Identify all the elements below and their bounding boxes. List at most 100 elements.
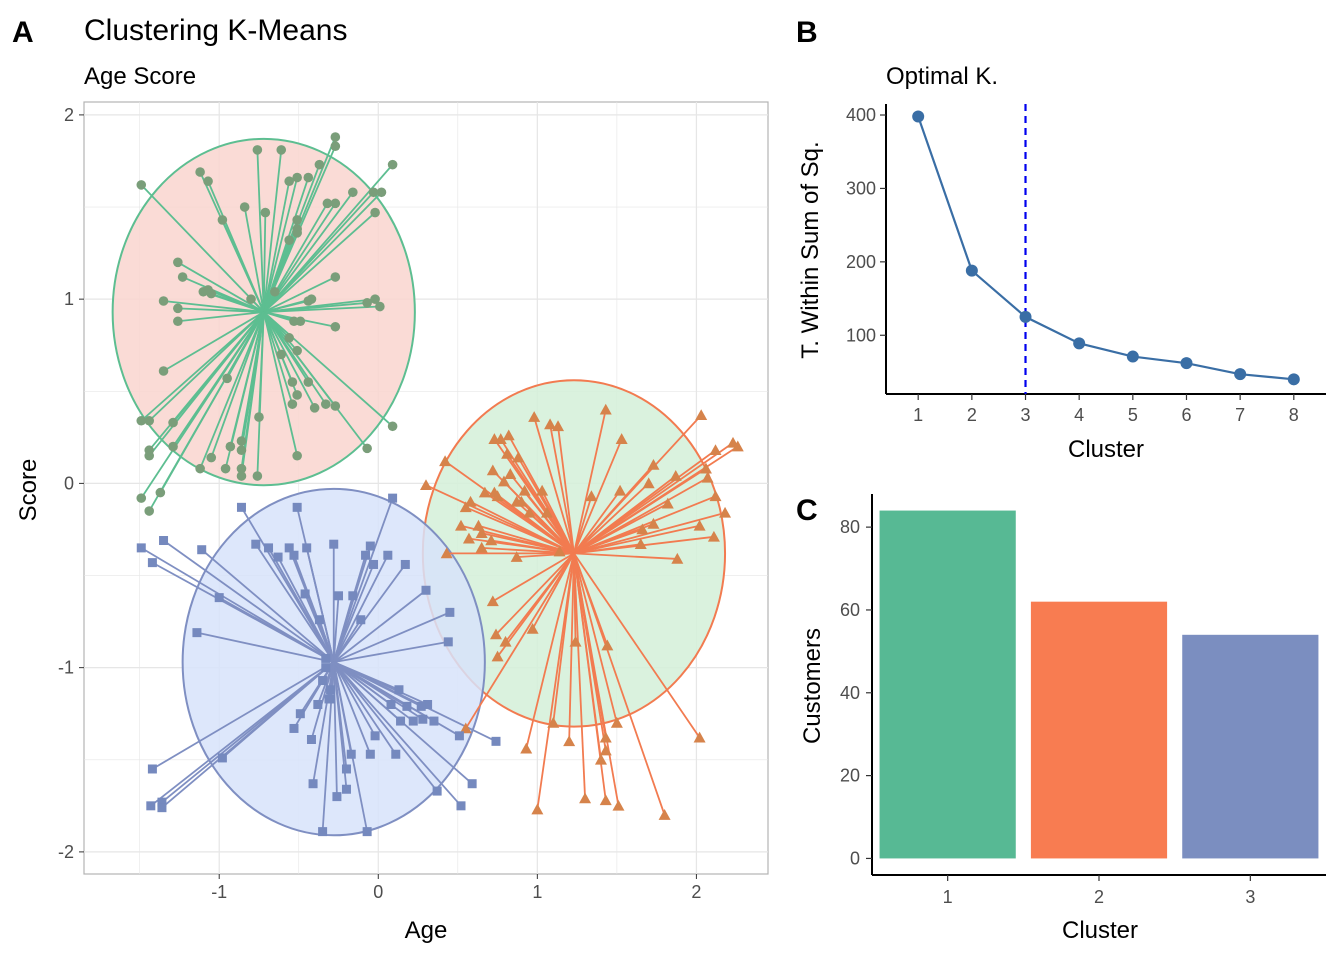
cluster-2-segment <box>573 553 620 806</box>
cluster-1-point <box>236 445 247 456</box>
cluster-2-point <box>494 433 507 444</box>
cluster-3-point <box>383 550 393 560</box>
cluster-2-point <box>693 519 706 531</box>
x-tick-label: 0 <box>373 882 383 902</box>
cluster-2-point <box>459 501 472 513</box>
cluster-3-point <box>388 493 398 503</box>
cluster-2-segment <box>573 409 607 554</box>
counts-y-tick-label: 20 <box>840 766 860 786</box>
cluster-3-point <box>236 502 246 512</box>
x-tick-label: 2 <box>691 882 701 902</box>
cluster-3-segment <box>332 662 338 797</box>
cluster-2-point <box>671 552 684 564</box>
cluster-2-segment <box>573 553 666 816</box>
cluster-2-point <box>695 409 708 421</box>
cluster-2-segment <box>528 512 575 555</box>
counts-y-tick-label: 40 <box>840 683 860 703</box>
cluster-2-segment <box>573 502 669 555</box>
cluster-2-segment <box>495 552 575 636</box>
cluster-1-point <box>195 167 205 177</box>
cluster-3-point <box>273 552 283 562</box>
cluster-3-point <box>318 676 328 686</box>
cluster-1-point <box>236 436 247 446</box>
counts-y-tick-label: 0 <box>850 848 860 868</box>
elbow-y-tick-label: 200 <box>846 252 876 272</box>
y-tick-label: 0 <box>64 473 74 493</box>
elbow-x-tick-label: 8 <box>1289 405 1299 425</box>
cluster-2-point <box>459 722 472 734</box>
cluster-3-segment <box>332 595 340 663</box>
cluster-3-segment <box>332 497 394 663</box>
cluster-1-point <box>348 187 358 198</box>
cluster-3-point <box>302 543 312 553</box>
cluster-3-point <box>365 541 375 551</box>
cluster-1-point <box>144 506 155 516</box>
cluster-1-point <box>320 399 331 409</box>
cluster-2-point <box>601 639 614 651</box>
cluster-3-point <box>467 779 477 789</box>
cluster-1-point <box>203 176 213 187</box>
cluster-2-point <box>612 799 625 811</box>
cluster-3-point <box>396 716 406 726</box>
cluster-3-segment <box>333 589 427 663</box>
cluster-2-point <box>699 462 712 474</box>
kmeans-scatter-plot: -1 0 1 2 -2 -1 0 1 2 <box>58 101 769 902</box>
cluster-1-segment <box>263 311 368 449</box>
cluster-1-point <box>195 463 205 474</box>
cluster-1-point <box>252 145 263 155</box>
elbow-series-line <box>917 116 1294 381</box>
cluster-1-point <box>144 415 155 426</box>
cluster-size-bar-chart: 1 2 3 0 20 40 60 80 <box>840 494 1326 907</box>
cluster-1-point <box>222 373 232 384</box>
cluster-2-segment <box>573 552 678 560</box>
cluster-1-segment <box>262 311 299 456</box>
cluster-3-point <box>192 628 202 638</box>
cluster-2-point <box>599 403 612 415</box>
cluster-2-point <box>599 731 612 743</box>
cluster-3-point <box>443 637 453 647</box>
cluster-2-segment <box>573 467 707 555</box>
cluster-2-point <box>510 551 523 562</box>
cluster-3-segment <box>333 661 414 722</box>
cluster-2-point <box>669 470 682 481</box>
cluster-1-point <box>173 316 183 327</box>
cluster-3-point <box>402 701 412 711</box>
cluster-2-segment <box>573 553 618 724</box>
elbow-x-tick-label: 6 <box>1181 405 1191 425</box>
cluster-1-point <box>155 487 166 498</box>
x-tick-label: 1 <box>532 882 542 902</box>
cluster-3-segment <box>333 661 460 737</box>
cluster-2-point <box>420 479 432 491</box>
cluster-3-point <box>318 827 328 837</box>
cluster-3-point <box>147 558 157 568</box>
cluster-1-point <box>220 463 231 474</box>
elbow-ticks: 1 2 3 4 5 6 7 8 100 200 300 400 <box>846 105 1299 425</box>
cluster-2-segment <box>573 524 700 555</box>
cluster-2-point <box>531 803 544 815</box>
cluster-1-point <box>287 399 298 409</box>
cluster-2-point <box>462 532 475 544</box>
cluster-1-segment <box>148 311 265 422</box>
cluster-2-point <box>502 429 515 441</box>
cluster-2-segment <box>517 457 575 554</box>
cluster-1-point <box>375 301 385 312</box>
cluster-1-point <box>368 187 379 198</box>
cluster-2-segment <box>497 495 575 555</box>
cluster-1-point <box>292 450 302 461</box>
cluster-3-point <box>197 545 207 555</box>
cluster-1-point <box>206 288 217 299</box>
cluster-1-point <box>370 294 380 304</box>
cluster-3-point <box>445 607 455 617</box>
cluster-2-point <box>544 418 557 430</box>
cluster-2-point <box>658 809 671 820</box>
cluster-2-point <box>504 468 517 479</box>
elbow-point <box>1234 368 1247 381</box>
cluster-1-point <box>217 215 228 225</box>
cluster-1-segment <box>256 312 265 477</box>
cluster-1-segment <box>263 191 375 313</box>
cluster-2-segment <box>496 552 575 658</box>
cluster-1-segment <box>263 300 309 313</box>
cluster-1-point <box>284 176 295 187</box>
cluster-1-point <box>292 228 302 238</box>
cluster-3-point <box>332 792 342 802</box>
